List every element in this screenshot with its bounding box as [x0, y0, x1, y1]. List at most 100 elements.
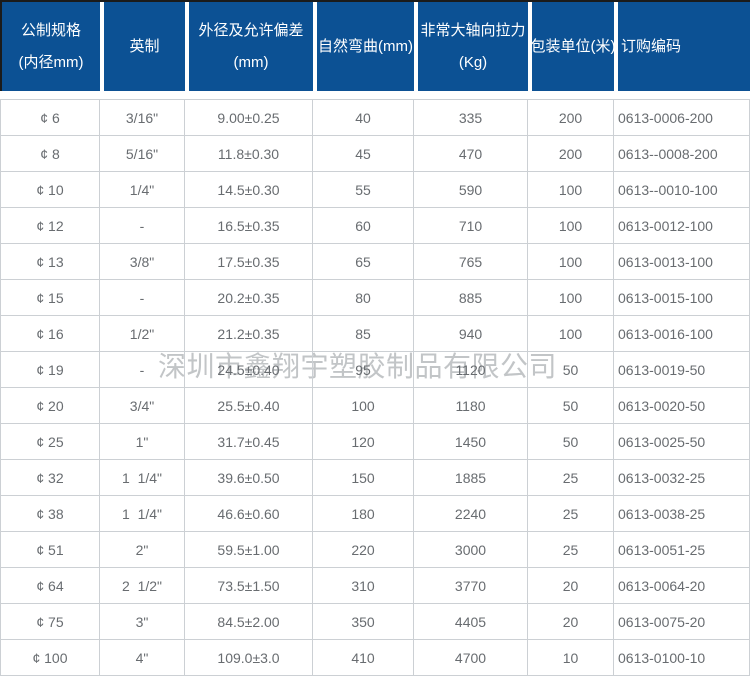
cell-axial-pull: 1120 [414, 352, 528, 388]
cell-axial-pull: 765 [414, 244, 528, 280]
cell-imperial-size: 1" [100, 424, 185, 460]
cell-natural-bend: 65 [313, 244, 414, 280]
cell-outer-diameter: 21.2±0.35 [185, 316, 313, 352]
table-row: ¢ 6 3/16" 9.00±0.25 40 335 200 0613-0006-200 [0, 100, 750, 136]
cell-metric-size: ¢ 38 [0, 496, 100, 532]
table-header-row: 公制规格 (内径mm) 英制 外径及允许偏差 (mm) 自然弯曲(mm) 非常大轴向拉力 (K… [0, 0, 750, 91]
cell-metric-size: ¢ 19 [0, 352, 100, 388]
cell-metric-size: ¢ 100 [0, 640, 100, 676]
cell-axial-pull: 710 [414, 208, 528, 244]
cell-metric-size: ¢ 75 [0, 604, 100, 640]
table-row: ¢ 51 2" 59.5±1.00 220 3000 25 0613-0051-25 [0, 532, 750, 568]
cell-imperial-size: 3" [100, 604, 185, 640]
cell-order-code: 0613-0100-10 [614, 640, 750, 676]
table-row: ¢ 8 5/16" 11.8±0.30 45 470 200 0613--0008-200 [0, 136, 750, 172]
cell-pack-unit: 100 [528, 172, 614, 208]
cell-natural-bend: 80 [313, 280, 414, 316]
cell-metric-size: ¢ 8 [0, 136, 100, 172]
cell-natural-bend: 85 [313, 316, 414, 352]
cell-order-code: 0613-0012-100 [614, 208, 750, 244]
cell-order-code: 0613-0006-200 [614, 100, 750, 136]
cell-axial-pull: 885 [414, 280, 528, 316]
column-header-metric-size: 公制规格 (内径mm) [2, 2, 102, 91]
cell-axial-pull: 3000 [414, 532, 528, 568]
cell-pack-unit: 200 [528, 136, 614, 172]
table-row: ¢ 100 4" 109.0±3.0 410 4700 10 0613-0100-10 [0, 640, 750, 676]
header-line: 包装单位(米) [530, 37, 616, 55]
cell-axial-pull: 4405 [414, 604, 528, 640]
cell-metric-size: ¢ 16 [0, 316, 100, 352]
table-row: ¢ 25 1" 31.7±0.45 120 1450 50 0613-0025-50 [0, 424, 750, 460]
cell-natural-bend: 310 [313, 568, 414, 604]
cell-metric-size: ¢ 20 [0, 388, 100, 424]
cell-natural-bend: 100 [313, 388, 414, 424]
table-row: ¢ 10 1/4" 14.5±0.30 55 590 100 0613--0010-100 [0, 172, 750, 208]
cell-natural-bend: 40 [313, 100, 414, 136]
cell-imperial-size: 1 1/4" [100, 460, 185, 496]
cell-imperial-size: - [100, 280, 185, 316]
cell-axial-pull: 3770 [414, 568, 528, 604]
cell-pack-unit: 25 [528, 532, 614, 568]
header-line: (Kg) [458, 53, 488, 71]
cell-imperial-size: - [100, 352, 185, 388]
column-header-outer-diameter: 外径及允许偏差 (mm) [187, 2, 315, 91]
cell-outer-diameter: 11.8±0.30 [185, 136, 313, 172]
header-line: 外径及允许偏差 [198, 21, 304, 39]
cell-metric-size: ¢ 12 [0, 208, 100, 244]
cell-imperial-size: 1/2" [100, 316, 185, 352]
cell-metric-size: ¢ 25 [0, 424, 100, 460]
cell-pack-unit: 100 [528, 208, 614, 244]
header-line: 自然弯曲(mm) [318, 37, 413, 55]
cell-order-code: 0613-0075-20 [614, 604, 750, 640]
cell-outer-diameter: 46.6±0.60 [185, 496, 313, 532]
cell-outer-diameter: 9.00±0.25 [185, 100, 313, 136]
cell-outer-diameter: 39.6±0.50 [185, 460, 313, 496]
cell-pack-unit: 10 [528, 640, 614, 676]
header-line: (内径mm) [18, 53, 84, 71]
cell-axial-pull: 470 [414, 136, 528, 172]
cell-natural-bend: 410 [313, 640, 414, 676]
cell-order-code: 0613--0010-100 [614, 172, 750, 208]
cell-pack-unit: 20 [528, 568, 614, 604]
cell-order-code: 0613-0038-25 [614, 496, 750, 532]
cell-order-code: 0613-0013-100 [614, 244, 750, 280]
cell-pack-unit: 20 [528, 604, 614, 640]
cell-outer-diameter: 16.5±0.35 [185, 208, 313, 244]
cell-pack-unit: 100 [528, 280, 614, 316]
cell-outer-diameter: 24.5±0.40 [185, 352, 313, 388]
cell-pack-unit: 100 [528, 316, 614, 352]
header-line: 订购编码 [621, 37, 682, 55]
cell-outer-diameter: 17.5±0.35 [185, 244, 313, 280]
cell-axial-pull: 335 [414, 100, 528, 136]
cell-imperial-size: 4" [100, 640, 185, 676]
cell-natural-bend: 120 [313, 424, 414, 460]
cell-order-code: 0613-0032-25 [614, 460, 750, 496]
table-row: ¢ 32 1 1/4" 39.6±0.50 150 1885 25 0613-0032-25 [0, 460, 750, 496]
cell-imperial-size: 3/4" [100, 388, 185, 424]
cell-outer-diameter: 73.5±1.50 [185, 568, 313, 604]
cell-imperial-size: 2 1/2" [100, 568, 185, 604]
cell-outer-diameter: 84.5±2.00 [185, 604, 313, 640]
cell-metric-size: ¢ 10 [0, 172, 100, 208]
cell-outer-diameter: 109.0±3.0 [185, 640, 313, 676]
cell-order-code: 0613-0020-50 [614, 388, 750, 424]
column-header-order-code: 订购编码 [616, 2, 750, 91]
cell-order-code: 0613-0064-20 [614, 568, 750, 604]
cell-imperial-size: 2" [100, 532, 185, 568]
cell-outer-diameter: 31.7±0.45 [185, 424, 313, 460]
cell-natural-bend: 60 [313, 208, 414, 244]
cell-axial-pull: 2240 [414, 496, 528, 532]
table-row: ¢ 16 1/2" 21.2±0.35 85 940 100 0613-0016-100 [0, 316, 750, 352]
cell-natural-bend: 95 [313, 352, 414, 388]
cell-order-code: 0613--0008-200 [614, 136, 750, 172]
cell-pack-unit: 25 [528, 460, 614, 496]
cell-order-code: 0613-0015-100 [614, 280, 750, 316]
cell-pack-unit: 50 [528, 388, 614, 424]
cell-axial-pull: 1180 [414, 388, 528, 424]
cell-metric-size: ¢ 64 [0, 568, 100, 604]
cell-outer-diameter: 14.5±0.30 [185, 172, 313, 208]
cell-pack-unit: 25 [528, 496, 614, 532]
table-row: ¢ 38 1 1/4" 46.6±0.60 180 2240 25 0613-0038-25 [0, 496, 750, 532]
cell-metric-size: ¢ 13 [0, 244, 100, 280]
